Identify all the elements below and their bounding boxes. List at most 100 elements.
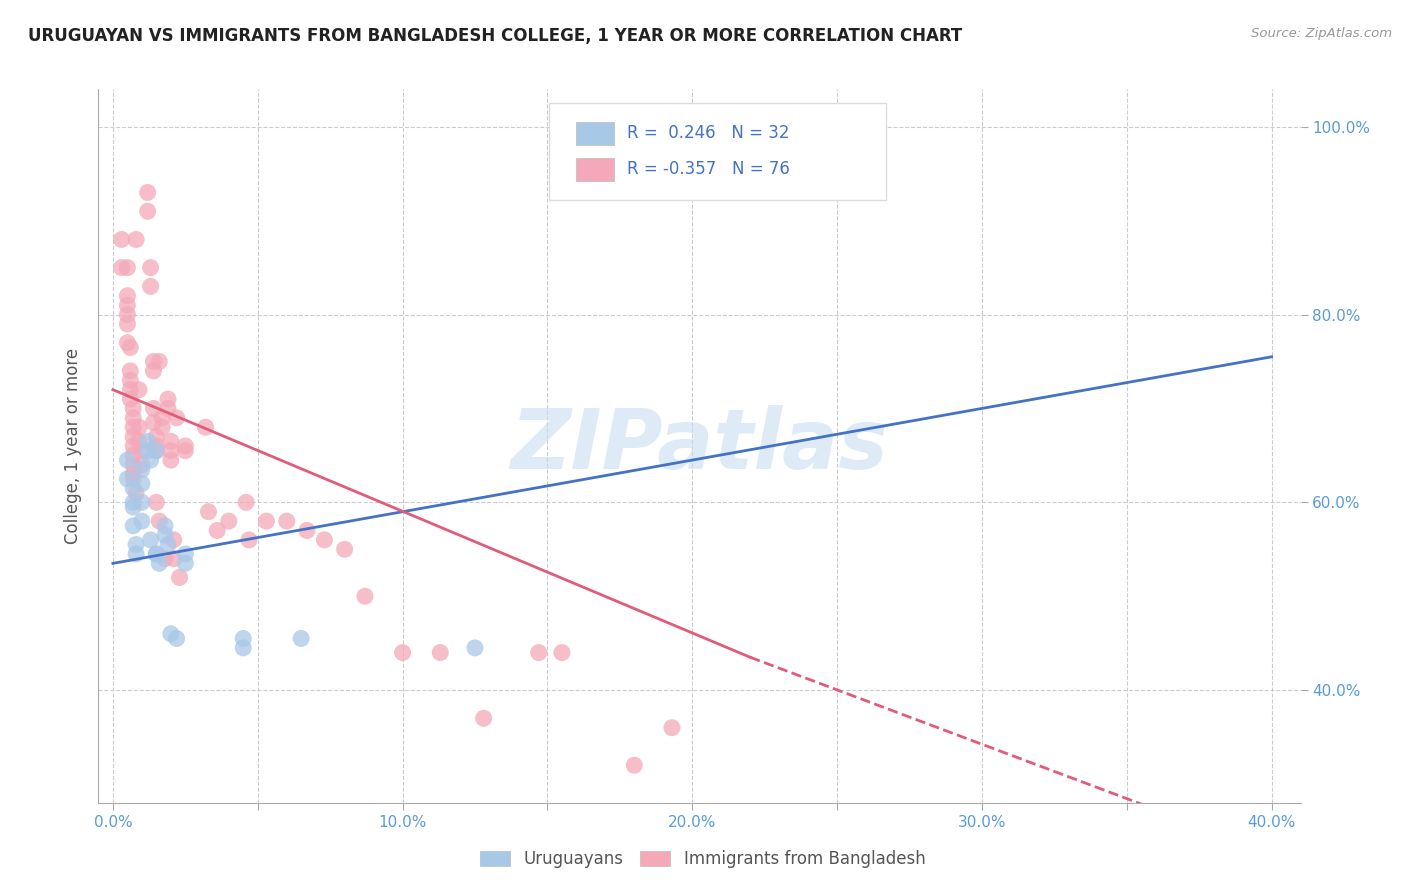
- Point: [724, 111, 747, 125]
- Point: [145, 439, 167, 453]
- Point: [194, 420, 217, 434]
- Point: [150, 420, 173, 434]
- Point: [205, 524, 228, 538]
- Point: [174, 443, 197, 458]
- Point: [276, 514, 298, 528]
- Text: URUGUAYAN VS IMMIGRANTS FROM BANGLADESH COLLEGE, 1 YEAR OR MORE CORRELATION CHAR: URUGUAYAN VS IMMIGRANTS FROM BANGLADESH …: [28, 27, 962, 45]
- Legend: Uruguayans, Immigrants from Bangladesh: Uruguayans, Immigrants from Bangladesh: [474, 844, 932, 875]
- Point: [235, 495, 257, 509]
- Point: [163, 533, 186, 547]
- Point: [131, 514, 153, 528]
- Point: [117, 472, 139, 486]
- Point: [160, 453, 183, 467]
- Point: [472, 711, 495, 725]
- Point: [160, 443, 183, 458]
- Point: [122, 481, 145, 495]
- Point: [160, 627, 183, 641]
- Point: [166, 632, 188, 646]
- FancyBboxPatch shape: [575, 122, 614, 145]
- Point: [232, 632, 254, 646]
- Point: [131, 443, 153, 458]
- FancyBboxPatch shape: [575, 158, 614, 180]
- Point: [166, 410, 188, 425]
- Point: [156, 392, 179, 406]
- Point: [314, 533, 336, 547]
- Point: [128, 434, 150, 449]
- Point: [125, 547, 148, 561]
- Point: [117, 317, 139, 331]
- Point: [125, 232, 148, 246]
- Point: [122, 439, 145, 453]
- Point: [122, 495, 145, 509]
- Point: [145, 443, 167, 458]
- Point: [142, 401, 165, 416]
- Point: [125, 538, 148, 552]
- Point: [174, 547, 197, 561]
- Point: [142, 354, 165, 368]
- Point: [122, 420, 145, 434]
- Point: [122, 410, 145, 425]
- Point: [169, 570, 191, 584]
- Point: [139, 453, 162, 467]
- Point: [131, 476, 153, 491]
- Point: [117, 298, 139, 312]
- Point: [136, 186, 159, 200]
- Text: R =  0.246   N = 32: R = 0.246 N = 32: [627, 125, 790, 143]
- Text: ZIPatlas: ZIPatlas: [510, 406, 889, 486]
- Point: [254, 514, 277, 528]
- Point: [527, 646, 550, 660]
- Point: [218, 514, 240, 528]
- Point: [551, 646, 574, 660]
- Point: [661, 721, 683, 735]
- Point: [122, 500, 145, 514]
- Point: [142, 416, 165, 430]
- Point: [150, 410, 173, 425]
- Point: [131, 458, 153, 472]
- Point: [131, 462, 153, 476]
- Point: [163, 551, 186, 566]
- Point: [131, 495, 153, 509]
- Point: [145, 495, 167, 509]
- Point: [148, 354, 170, 368]
- Point: [153, 518, 176, 533]
- Text: Source: ZipAtlas.com: Source: ZipAtlas.com: [1251, 27, 1392, 40]
- Point: [128, 383, 150, 397]
- Point: [122, 449, 145, 463]
- Point: [623, 758, 645, 772]
- Point: [122, 429, 145, 443]
- Point: [125, 486, 148, 500]
- Point: [120, 392, 142, 406]
- Point: [148, 557, 170, 571]
- Point: [120, 340, 142, 354]
- Point: [117, 453, 139, 467]
- Point: [136, 204, 159, 219]
- Point: [117, 289, 139, 303]
- Point: [120, 373, 142, 387]
- Point: [153, 551, 176, 566]
- Text: R = -0.357   N = 76: R = -0.357 N = 76: [627, 161, 790, 178]
- Point: [464, 640, 486, 655]
- Point: [197, 505, 219, 519]
- Point: [145, 429, 167, 443]
- Point: [429, 646, 451, 660]
- Point: [139, 279, 162, 293]
- Point: [122, 401, 145, 416]
- Point: [122, 518, 145, 533]
- Point: [238, 533, 260, 547]
- Point: [122, 467, 145, 482]
- Y-axis label: College, 1 year or more: College, 1 year or more: [65, 348, 83, 544]
- Point: [139, 260, 162, 275]
- Point: [354, 589, 377, 603]
- Point: [117, 335, 139, 350]
- Point: [153, 528, 176, 542]
- Point: [290, 632, 312, 646]
- Point: [145, 443, 167, 458]
- Point: [117, 260, 139, 275]
- Point: [148, 514, 170, 528]
- Point: [174, 439, 197, 453]
- FancyBboxPatch shape: [550, 103, 886, 200]
- Point: [295, 524, 318, 538]
- Point: [232, 640, 254, 655]
- Point: [122, 472, 145, 486]
- Point: [120, 383, 142, 397]
